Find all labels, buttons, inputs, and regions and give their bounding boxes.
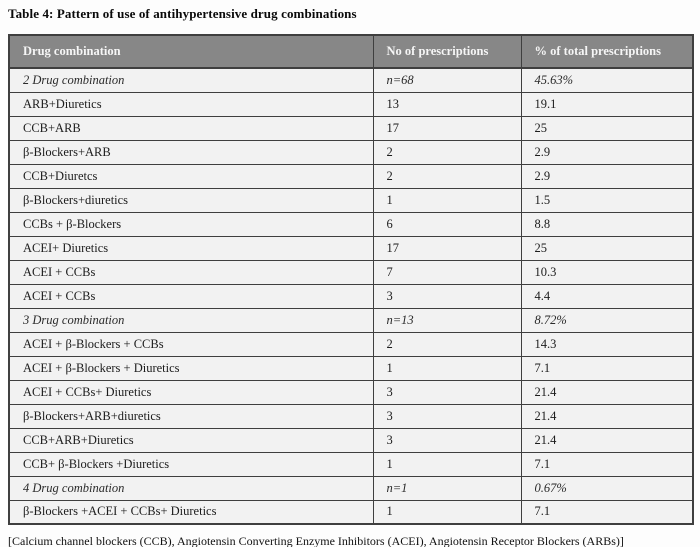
- table-row: ACEI + CCBs 7 10.3: [8, 259, 694, 285]
- column-header-drug-combination: Drug combination: [8, 34, 374, 69]
- table-body: 2 Drug combination n=68 45.63% ARB+Diuretic…: [8, 67, 694, 525]
- percent-cell: 10.3: [520, 259, 694, 285]
- prescription-count-cell: 17: [372, 235, 522, 261]
- percent-cell: 4.4: [520, 283, 694, 309]
- percent-cell: 21.4: [520, 427, 694, 453]
- prescription-count-cell: 2: [372, 139, 522, 165]
- table-row: ACEI + β-Blockers + Diuretics 1 7.1: [8, 355, 694, 381]
- table-header: Drug combination No of prescriptions % o…: [8, 34, 694, 69]
- table-row: β-Blockers+ARB+diuretics 3 21.4: [8, 403, 694, 429]
- header-row: Drug combination No of prescriptions % o…: [8, 34, 694, 69]
- prescription-count-cell: 6: [372, 211, 522, 237]
- percent-cell: 1.5: [520, 187, 694, 213]
- drug-combination-cell: ACEI+ Diuretics: [8, 235, 374, 261]
- prescription-count-cell: 7: [372, 259, 522, 285]
- prescription-count-cell: n=68: [372, 67, 522, 93]
- prescription-count-cell: 1: [372, 451, 522, 477]
- table-row: β-Blockers+ARB 2 2.9: [8, 139, 694, 165]
- drug-combination-cell: β-Blockers+ARB: [8, 139, 374, 165]
- percent-cell: 7.1: [520, 499, 694, 525]
- section-row: 3 Drug combination n=13 8.72%: [8, 307, 694, 333]
- drug-combination-cell: CCB+ARB: [8, 115, 374, 141]
- drug-combination-cell: ACEI + CCBs: [8, 259, 374, 285]
- table-row: ACEI + β-Blockers + CCBs 2 14.3: [8, 331, 694, 357]
- percent-cell: 21.4: [520, 379, 694, 405]
- prescription-count-cell: 1: [372, 499, 522, 525]
- prescription-count-cell: 3: [372, 283, 522, 309]
- table-row: ACEI + CCBs+ Diuretics 3 21.4: [8, 379, 694, 405]
- section-row: 4 Drug combination n=1 0.67%: [8, 475, 694, 501]
- drug-combination-cell: CCB+ β-Blockers +Diuretics: [8, 451, 374, 477]
- table-row: CCB+ β-Blockers +Diuretics 1 7.1: [8, 451, 694, 477]
- table-row: β-Blockers+diuretics 1 1.5: [8, 187, 694, 213]
- percent-cell: 7.1: [520, 451, 694, 477]
- percent-cell: 21.4: [520, 403, 694, 429]
- percent-cell: 2.9: [520, 139, 694, 165]
- column-header-no-of-prescriptions: No of prescriptions: [372, 34, 522, 69]
- drug-combination-cell: ACEI + β-Blockers + Diuretics: [8, 355, 374, 381]
- prescription-count-cell: 3: [372, 379, 522, 405]
- drug-combination-cell: β-Blockers +ACEI + CCBs+ Diuretics: [8, 499, 374, 525]
- percent-cell: 25: [520, 115, 694, 141]
- section-row: 2 Drug combination n=68 45.63%: [8, 67, 694, 93]
- table-row: CCB+ARB 17 25: [8, 115, 694, 141]
- table-row: ARB+Diuretics 13 19.1: [8, 91, 694, 117]
- percent-cell: 25: [520, 235, 694, 261]
- table-row: CCBs + β-Blockers 6 8.8: [8, 211, 694, 237]
- drug-combination-cell: β-Blockers+ARB+diuretics: [8, 403, 374, 429]
- prescription-count-cell: 13: [372, 91, 522, 117]
- prescription-count-cell: n=1: [372, 475, 522, 501]
- percent-cell: 2.9: [520, 163, 694, 189]
- drug-combination-cell: 4 Drug combination: [8, 475, 374, 501]
- drug-combination-cell: 2 Drug combination: [8, 67, 374, 93]
- drug-combination-cell: CCB+Diuretcs: [8, 163, 374, 189]
- prescription-count-cell: n=13: [372, 307, 522, 333]
- drug-combination-cell: ACEI + β-Blockers + CCBs: [8, 331, 374, 357]
- table-row: β-Blockers +ACEI + CCBs+ Diuretics 1 7.1: [8, 499, 694, 525]
- drug-combination-cell: ACEI + CCBs: [8, 283, 374, 309]
- prescription-count-cell: 3: [372, 427, 522, 453]
- drug-combination-cell: ARB+Diuretics: [8, 91, 374, 117]
- prescription-count-cell: 2: [372, 163, 522, 189]
- drug-combination-cell: CCB+ARB+Diuretics: [8, 427, 374, 453]
- table-row: CCB+Diuretcs 2 2.9: [8, 163, 694, 189]
- percent-cell: 7.1: [520, 355, 694, 381]
- prescription-count-cell: 17: [372, 115, 522, 141]
- abbreviation-footnote: [Calcium channel blockers (CCB), Angiote…: [8, 534, 624, 547]
- percent-cell: 8.72%: [520, 307, 694, 333]
- drug-combinations-table: Drug combination No of prescriptions % o…: [8, 34, 694, 525]
- drug-combination-cell: β-Blockers+diuretics: [8, 187, 374, 213]
- percent-cell: 45.63%: [520, 67, 694, 93]
- drug-combination-cell: ACEI + CCBs+ Diuretics: [8, 379, 374, 405]
- table-row: CCB+ARB+Diuretics 3 21.4: [8, 427, 694, 453]
- percent-cell: 0.67%: [520, 475, 694, 501]
- table-row: ACEI + CCBs 3 4.4: [8, 283, 694, 309]
- column-header-percent-of-total: % of total prescriptions: [520, 34, 694, 69]
- table-caption: Table 4: Pattern of use of antihypertens…: [8, 6, 357, 21]
- prescription-count-cell: 1: [372, 355, 522, 381]
- percent-cell: 8.8: [520, 211, 694, 237]
- drug-combination-cell: 3 Drug combination: [8, 307, 374, 333]
- prescription-count-cell: 1: [372, 187, 522, 213]
- drug-combination-cell: CCBs + β-Blockers: [8, 211, 374, 237]
- percent-cell: 14.3: [520, 331, 694, 357]
- table-row: ACEI+ Diuretics 17 25: [8, 235, 694, 261]
- prescription-count-cell: 2: [372, 331, 522, 357]
- prescription-count-cell: 3: [372, 403, 522, 429]
- percent-cell: 19.1: [520, 91, 694, 117]
